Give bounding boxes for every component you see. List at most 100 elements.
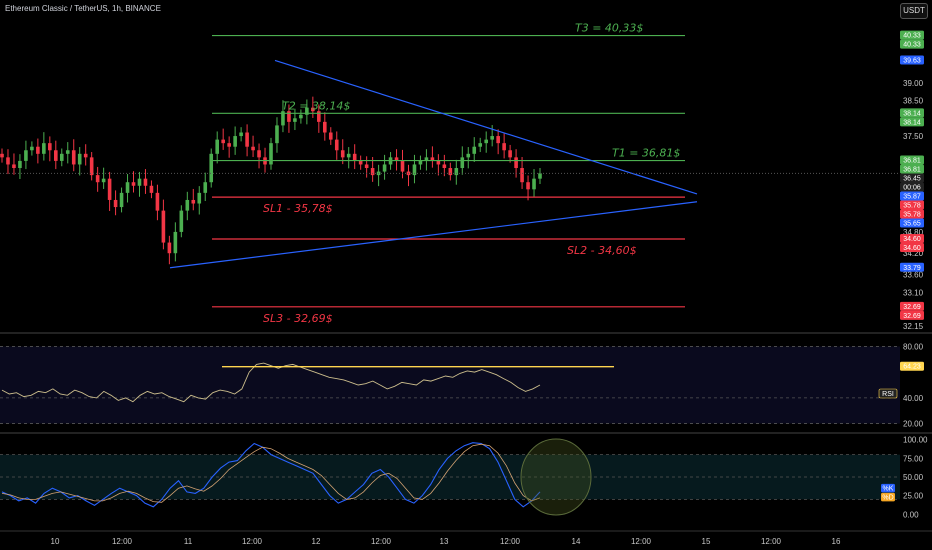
candle-body bbox=[137, 178, 142, 186]
candle-body bbox=[42, 143, 46, 154]
candle-body bbox=[490, 136, 494, 140]
price-badge bbox=[900, 55, 924, 65]
candle-body bbox=[197, 192, 202, 204]
price-badge-text: 32.69 bbox=[903, 304, 921, 311]
candle-body bbox=[514, 157, 518, 169]
candle-body bbox=[209, 153, 214, 183]
price-badge bbox=[900, 117, 924, 127]
price-badge-text: 39.63 bbox=[903, 57, 921, 64]
time-tick-label: 12:00 bbox=[112, 537, 133, 546]
candle-body bbox=[478, 143, 483, 147]
candle-body bbox=[65, 150, 70, 154]
candle-body bbox=[526, 182, 530, 190]
price-badge bbox=[900, 164, 924, 174]
candle-body bbox=[275, 125, 279, 144]
price-tick-label: 37.50 bbox=[903, 132, 924, 141]
rsi-pane[interactable]: 80.00 64.23 40.00 20.00 RSI bbox=[0, 342, 924, 429]
candle-body bbox=[460, 157, 465, 169]
rsi-value-text: 64.23 bbox=[903, 364, 921, 371]
candle-body bbox=[191, 199, 196, 204]
time-tick-label: 12:00 bbox=[371, 537, 392, 546]
stoch-line-0[interactable] bbox=[1, 442, 541, 508]
candle-body bbox=[382, 164, 387, 172]
price-badge bbox=[900, 243, 924, 253]
price-tick-label: 38.50 bbox=[903, 97, 924, 106]
time-tick-label: 14 bbox=[572, 537, 581, 546]
candle-body bbox=[448, 168, 453, 176]
candle-body bbox=[239, 132, 243, 137]
time-tick-label: 16 bbox=[832, 537, 841, 546]
rsi-line[interactable] bbox=[1, 362, 541, 403]
candle-body bbox=[293, 118, 297, 122]
candle-body bbox=[352, 153, 357, 161]
price-badge bbox=[900, 218, 924, 228]
time-axis[interactable]: 10 12:00 11 12:00 12 12:00 13 12:00 14 12:00 15 12:… bbox=[0, 530, 932, 546]
candle-body bbox=[30, 146, 34, 151]
candle-body bbox=[251, 146, 255, 151]
candle-body bbox=[305, 107, 309, 115]
level-label: T3 = 40,33$ bbox=[575, 22, 643, 35]
stoch-pane[interactable]: 100.00 75.00 50.00 25.00 0.00 %K %D bbox=[0, 436, 928, 520]
stoch-tick-label: 0.00 bbox=[903, 510, 919, 519]
currency-button[interactable]: USDT bbox=[900, 3, 928, 19]
candle-body bbox=[203, 182, 208, 193]
time-tick-label: 12:00 bbox=[631, 537, 652, 546]
price-badge-text: 35.65 bbox=[903, 221, 921, 228]
candle-body bbox=[418, 160, 423, 165]
rsi-name-badge bbox=[878, 388, 898, 399]
candle-body bbox=[508, 150, 512, 158]
candle-body bbox=[520, 168, 524, 183]
price-tick-label: 33.10 bbox=[903, 288, 924, 297]
candle-body bbox=[436, 160, 441, 165]
stoch-name-badge bbox=[881, 483, 895, 493]
stoch-name-text: %D bbox=[882, 494, 893, 501]
highlight-circle[interactable] bbox=[520, 438, 592, 516]
price-pane[interactable]: T3 = 40,33$ T2 = 38,14$ T1 = 36,81$ SL1 - 3… bbox=[0, 22, 932, 434]
candle-body bbox=[24, 150, 28, 161]
price-badge-text: 35.78 bbox=[903, 212, 921, 219]
triangle-upper-line[interactable] bbox=[274, 59, 698, 195]
candle-body bbox=[394, 157, 399, 161]
price-badge-text: 35.78 bbox=[903, 203, 921, 210]
triangle-lower-line[interactable] bbox=[169, 201, 698, 269]
candle-body bbox=[173, 231, 178, 254]
stoch-line-1[interactable] bbox=[1, 443, 541, 503]
price-badge bbox=[900, 108, 924, 118]
candle-body bbox=[233, 136, 237, 147]
candle-body bbox=[317, 111, 321, 122]
stoch-tick-label: 50.00 bbox=[903, 473, 924, 482]
stoch-tick-label: 25.00 bbox=[903, 492, 924, 501]
rsi-tick-label: 40.00 bbox=[903, 394, 924, 403]
candle-body bbox=[412, 164, 417, 176]
price-badge bbox=[900, 155, 924, 165]
candle-body bbox=[358, 160, 363, 165]
time-tick-label: 12:00 bbox=[500, 537, 521, 546]
level-label: SL1 - 35,78$ bbox=[263, 202, 333, 215]
candle-body bbox=[442, 164, 447, 169]
price-tick-label: 39.00 bbox=[903, 79, 924, 88]
price-badge-text: 36.81 bbox=[903, 167, 921, 174]
candle-body bbox=[71, 150, 76, 165]
price-badge-text: 32.69 bbox=[903, 313, 921, 320]
time-tick-label: 11 bbox=[184, 537, 193, 546]
price-badge bbox=[900, 39, 924, 49]
candle-body bbox=[281, 111, 285, 126]
candle-body bbox=[155, 192, 160, 211]
candle-body bbox=[143, 178, 148, 186]
price-badge-text: 40.33 bbox=[903, 33, 921, 40]
candle-body bbox=[400, 160, 405, 172]
rsi-tick-label: 20.00 bbox=[903, 420, 924, 429]
level-label: T1 = 36,81$ bbox=[612, 147, 680, 160]
candle-body bbox=[89, 157, 94, 176]
candle-body bbox=[48, 143, 52, 151]
price-badge-text: 00:06 bbox=[903, 185, 921, 192]
price-badge-text: 35.87 bbox=[903, 194, 921, 201]
candle-body bbox=[532, 178, 536, 190]
price-badge-text: 36.45 bbox=[903, 176, 921, 183]
candle-body bbox=[18, 160, 22, 169]
price-tick-label: 34.20 bbox=[903, 249, 924, 258]
candle-body bbox=[538, 173, 542, 179]
price-badge bbox=[900, 301, 924, 311]
candle-body bbox=[12, 164, 16, 169]
